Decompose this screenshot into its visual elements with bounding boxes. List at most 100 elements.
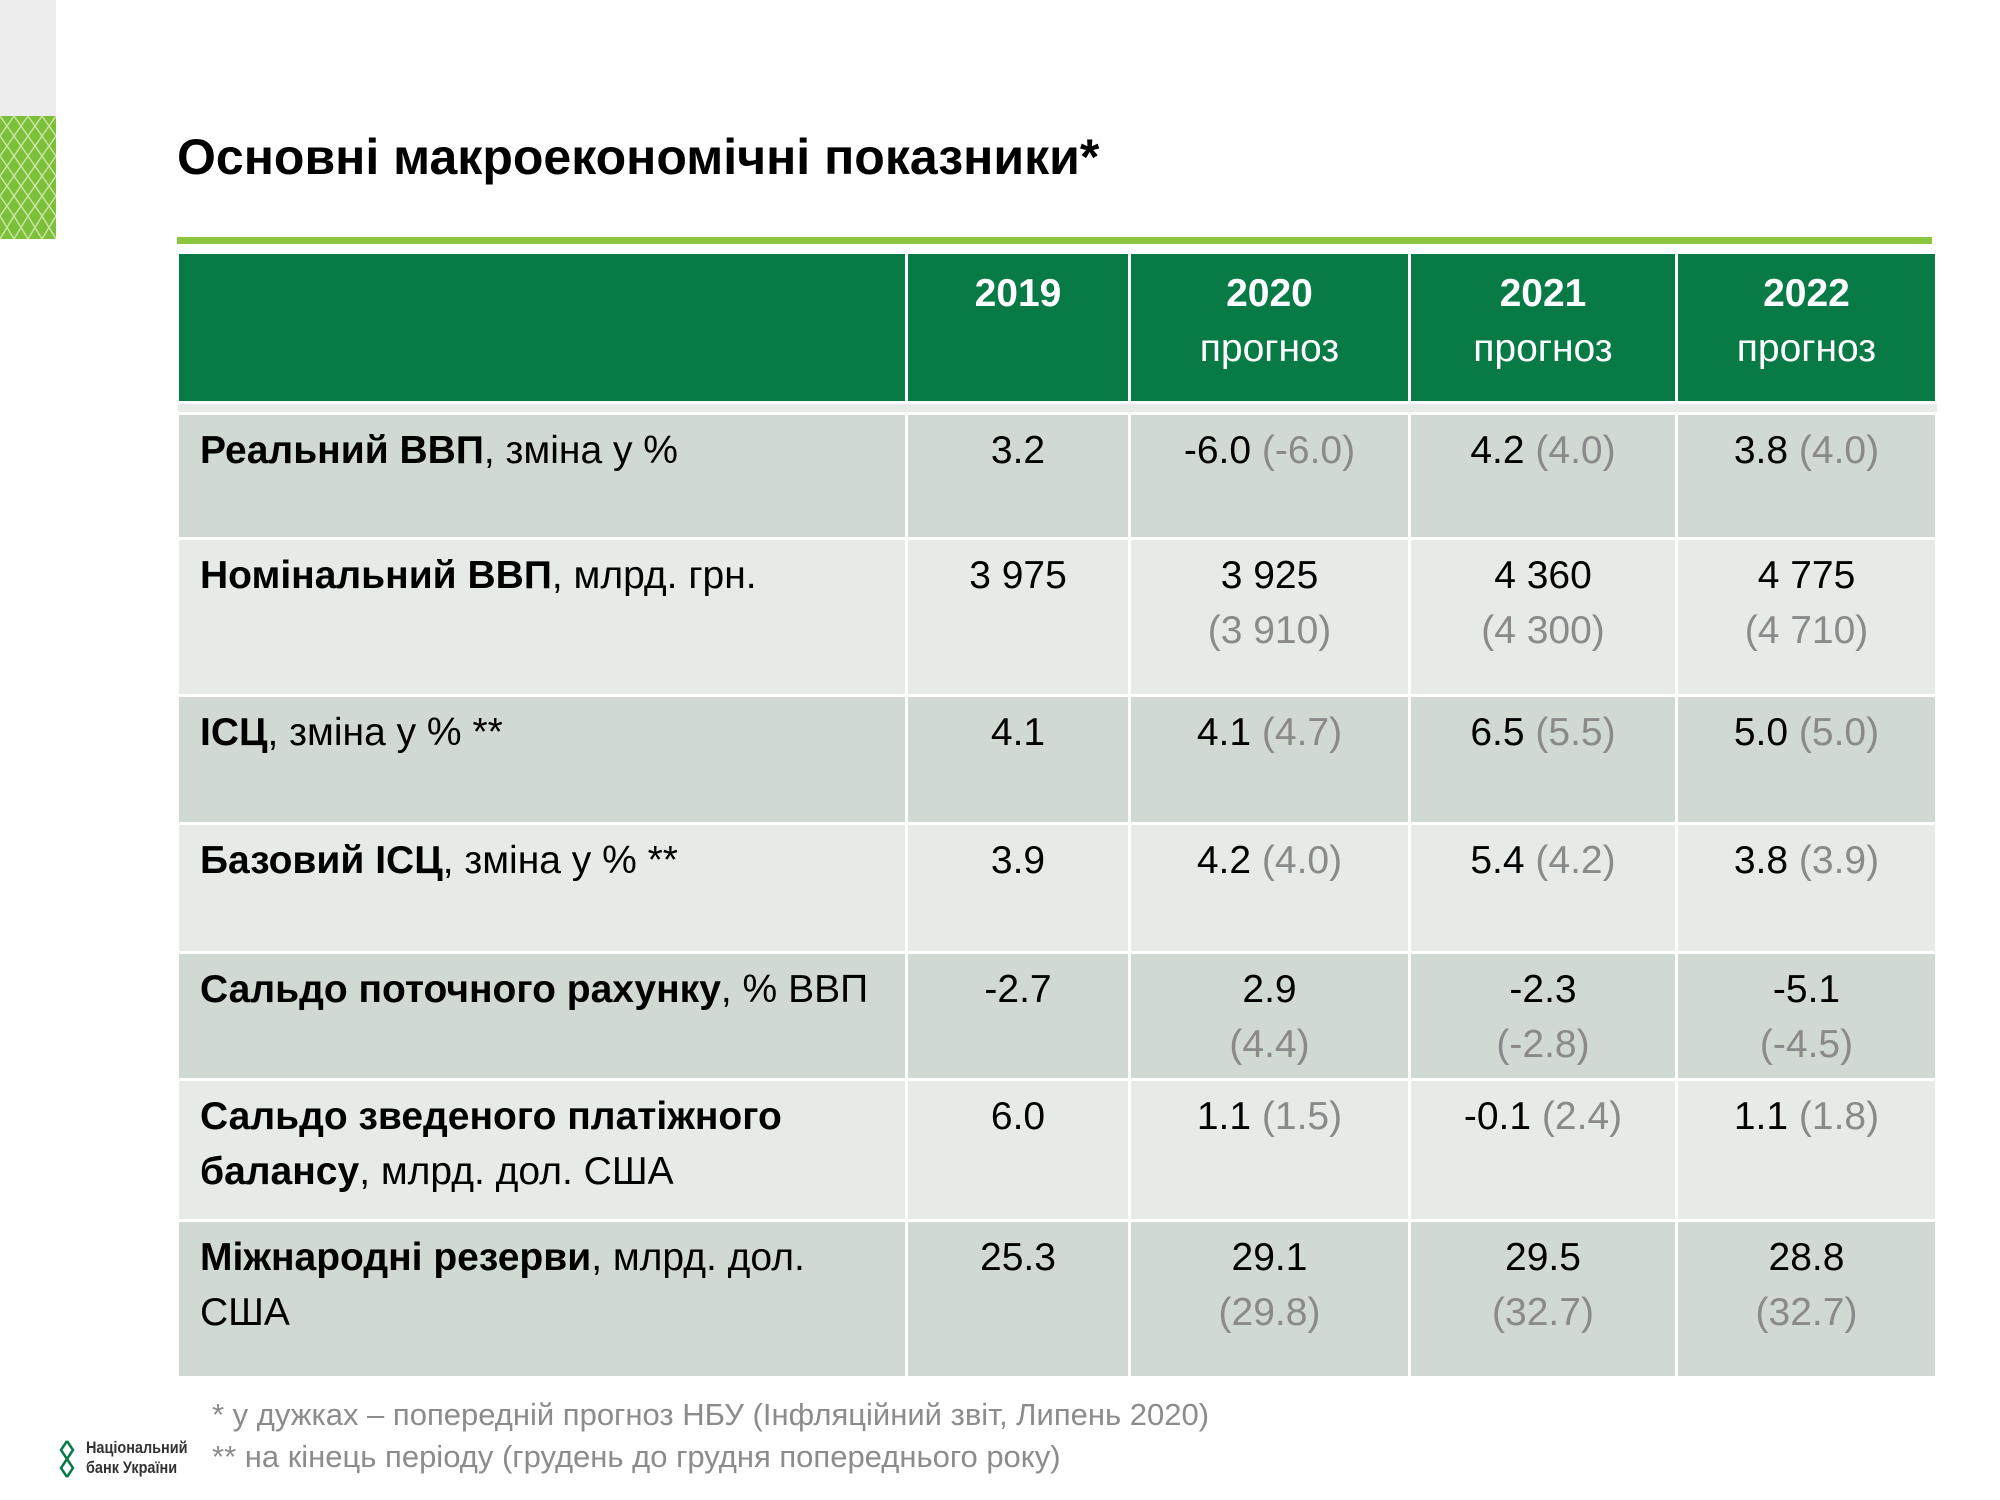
label-bold: Сальдо поточного рахунку	[200, 968, 721, 1011]
value-cell: 29.1 (29.8)	[1128, 1219, 1411, 1379]
header-row: 2019 2020 прогноз 2021 прогноз 2022 прогноз	[176, 251, 1938, 404]
previous-forecast: (-2.8)	[1496, 1023, 1590, 1066]
previous-forecast: (4 300)	[1481, 609, 1605, 652]
column-year: 2021	[1499, 272, 1587, 315]
header-cell	[176, 251, 908, 404]
value-cell: 3.2	[905, 412, 1131, 540]
row-label: Номінальний ВВП, млрд. грн.	[176, 537, 908, 697]
value-cell: 28.8 (32.7)	[1675, 1219, 1938, 1379]
previous-forecast: (5.5)	[1535, 711, 1616, 754]
value-cell: 5.0 (5.0)	[1675, 694, 1938, 825]
value: 4 775	[1757, 554, 1856, 597]
label-rest: , зміна у %	[483, 429, 678, 472]
previous-forecast: (-6.0)	[1261, 429, 1356, 472]
previous-forecast: (32.7)	[1755, 1291, 1858, 1334]
column-note: прогноз	[1473, 327, 1613, 370]
previous-forecast: (4.0)	[1798, 429, 1880, 472]
previous-forecast: (4.4)	[1229, 1023, 1310, 1066]
value: 3.9	[990, 839, 1046, 882]
value: 29.1	[1231, 1236, 1308, 1279]
value: 28.8	[1768, 1236, 1845, 1279]
footnote: * у дужках – попередній прогноз НБУ (Інф…	[212, 1397, 1210, 1432]
label-bold: ІСЦ	[200, 711, 268, 754]
spacer	[177, 402, 1937, 414]
title-rule	[177, 237, 1932, 244]
previous-forecast: (1.8)	[1798, 1095, 1880, 1138]
label-rest: , млрд. дол. США	[359, 1150, 674, 1193]
previous-forecast: (4.0)	[1535, 429, 1616, 472]
row-label: Реальний ВВП, зміна у %	[176, 412, 908, 540]
column-year: 2020	[1226, 272, 1313, 315]
value: -5.1	[1772, 968, 1841, 1011]
label-bold: Базовий ІСЦ	[200, 839, 443, 882]
side-bar	[0, 0, 56, 116]
value: -2.7	[984, 968, 1052, 1011]
value-cell: 25.3	[905, 1219, 1131, 1379]
value: 2.9	[1242, 968, 1297, 1011]
value: 6.5	[1470, 711, 1525, 754]
row-label: Міжнародні резерви, млрд. дол. США	[176, 1219, 908, 1379]
value: -0.1	[1463, 1095, 1532, 1138]
previous-forecast: (4.0)	[1261, 839, 1343, 882]
table-row: Реальний ВВП, зміна у % 3.2 -6.0 (-6.0) 4.2…	[176, 412, 1938, 540]
value-cell: 4.1	[905, 694, 1131, 825]
row-label: ІСЦ, зміна у % **	[176, 694, 908, 825]
column-year: 2022	[1763, 272, 1850, 315]
value: 3 975	[969, 554, 1067, 597]
value-cell: 4 775 (4 710)	[1675, 537, 1938, 697]
value-cell: 6.5 (5.5)	[1408, 694, 1678, 825]
value: -2.3	[1509, 968, 1577, 1011]
label-rest: , млрд. дол. США	[200, 1236, 805, 1334]
value-cell: 3.9	[905, 822, 1131, 954]
previous-forecast: (3 910)	[1207, 609, 1332, 652]
label-bold: Номінальний ВВП	[200, 554, 552, 597]
value: 25.3	[980, 1236, 1056, 1279]
column-note: прогноз	[1736, 327, 1877, 370]
label-bold: Міжнародні резерви	[200, 1236, 592, 1279]
table-row: Сальдо зведеного платіжного балансу, млр…	[176, 1078, 1938, 1222]
table-row: ІСЦ, зміна у % ** 4.1 4.1 (4.7) 6.5 (5.5) 5.…	[176, 694, 1938, 825]
logo-mark	[59, 1440, 75, 1478]
value: 3.2	[990, 429, 1046, 472]
previous-forecast: (4.2)	[1535, 839, 1616, 882]
table-row: Номінальний ВВП, млрд. грн. 3 975 3 925 (3 …	[176, 537, 1938, 697]
value: 3 925	[1220, 554, 1319, 597]
value: 1.1	[1733, 1095, 1789, 1138]
header-cell: 2022 прогноз	[1675, 251, 1938, 404]
value-cell: 1.1 (1.8)	[1675, 1078, 1938, 1222]
label-rest: , зміна у % **	[442, 839, 678, 882]
value: 5.4	[1470, 839, 1525, 882]
label-bold: Сальдо зведеного платіжного балансу	[200, 1095, 782, 1193]
value-cell: -6.0 (-6.0)	[1128, 412, 1411, 540]
value: 4 360	[1494, 554, 1592, 597]
label-rest: , зміна у % **	[267, 711, 503, 754]
value-cell: 3 925 (3 910)	[1128, 537, 1411, 697]
column-note: прогноз	[1199, 327, 1340, 370]
previous-forecast: (5.0)	[1798, 711, 1880, 754]
row-label: Сальдо зведеного платіжного балансу, млр…	[176, 1078, 908, 1222]
value-cell: -5.1 (-4.5)	[1675, 951, 1938, 1081]
value-cell: 3.8 (3.9)	[1675, 822, 1938, 954]
table-row: Базовий ІСЦ, зміна у % ** 3.9 4.2 (4.0) 5.4…	[176, 822, 1938, 954]
previous-forecast: (29.8)	[1218, 1291, 1321, 1334]
value-cell: 4.2 (4.0)	[1128, 822, 1411, 954]
value: 29.5	[1505, 1236, 1581, 1279]
previous-forecast: (1.5)	[1261, 1095, 1343, 1138]
value-cell: -0.1 (2.4)	[1408, 1078, 1678, 1222]
slide-title: Основні макроекономічні показники*	[177, 129, 1100, 185]
value-cell: 29.5 (32.7)	[1408, 1219, 1678, 1379]
logo-text: Національний	[86, 1438, 188, 1457]
previous-forecast: (3.9)	[1798, 839, 1880, 882]
value-cell: 4.1 (4.7)	[1128, 694, 1411, 825]
previous-forecast: (2.4)	[1541, 1095, 1623, 1138]
value-cell: 4.2 (4.0)	[1408, 412, 1678, 540]
value-cell: 5.4 (4.2)	[1408, 822, 1678, 954]
value: 6.0	[990, 1095, 1046, 1138]
value-cell: -2.3 (-2.8)	[1408, 951, 1678, 1081]
value: 4.2	[1196, 839, 1252, 882]
value: -6.0	[1183, 429, 1252, 472]
header-cell: 2021 прогноз	[1408, 251, 1678, 404]
value: 4.1	[1196, 711, 1252, 754]
label-rest: , % ВВП	[720, 968, 869, 1011]
